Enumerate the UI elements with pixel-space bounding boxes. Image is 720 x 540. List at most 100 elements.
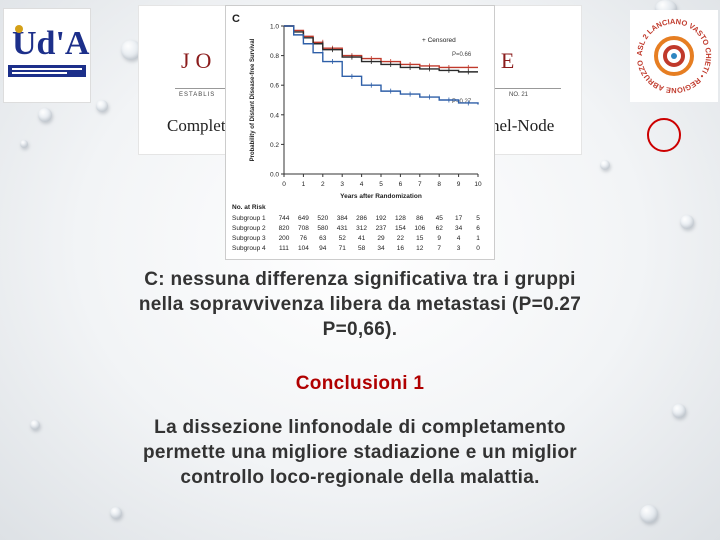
university-logo: Ud'A	[3, 8, 91, 103]
risk-cell: 4	[457, 235, 461, 242]
risk-cell: 15	[416, 235, 424, 242]
risk-cell: 520	[317, 215, 328, 222]
risk-cell: 7	[437, 245, 441, 252]
risk-cell: 58	[358, 245, 366, 252]
risk-cell: 41	[358, 235, 366, 242]
x-tick-label: 4	[360, 181, 364, 188]
p-value-label: P=0.27	[452, 99, 472, 105]
conclusion-line: permette una migliore stadiazione e un m…	[143, 442, 577, 463]
survival-curve	[284, 25, 479, 105]
water-drop	[38, 108, 52, 122]
y-tick-label: 0.8	[270, 53, 279, 60]
water-drop	[640, 505, 658, 523]
risk-cell: 128	[395, 215, 406, 222]
x-axis-label: Years after Randomization	[340, 193, 422, 200]
risk-cell: 12	[416, 245, 424, 252]
x-tick-label: 2	[321, 181, 325, 188]
x-tick-label: 6	[399, 181, 403, 188]
water-drop	[600, 160, 610, 170]
x-tick-label: 10	[474, 181, 482, 188]
risk-cell: 104	[298, 245, 309, 252]
x-tick-label: 8	[437, 181, 441, 188]
risk-cell: 62	[436, 225, 444, 232]
risk-cell: 820	[279, 225, 290, 232]
result-line: nella sopravvivenza libera da metastasi …	[138, 294, 582, 315]
risk-cell: 3	[457, 245, 461, 252]
risk-row-label: Subgroup 1	[232, 215, 266, 222]
survival-chart: C 0.0 0.2 0.4 0.6 0.8 1.0 0 1 2 3 4 5 6 7 8 9 10 Years aft…	[225, 5, 495, 260]
risk-cell: 200	[279, 235, 290, 242]
risk-cell: 5	[476, 215, 480, 222]
conclusion-line: La dissezione linfonodale di completamen…	[154, 417, 566, 438]
risk-cell: 71	[339, 245, 347, 252]
established-label: ESTABLIS	[179, 92, 216, 98]
x-tick-label: 1	[302, 181, 306, 188]
risk-row-label: Subgroup 3	[232, 235, 266, 242]
water-drop	[30, 420, 40, 430]
risk-cell: 384	[337, 215, 348, 222]
conclusion-heading: Conclusioni 1	[295, 373, 425, 394]
risk-cell: 106	[414, 225, 425, 232]
risk-cell: 744	[279, 215, 290, 222]
y-tick-label: 1.0	[270, 24, 279, 31]
risk-cell: 63	[319, 235, 327, 242]
risk-cell: 111	[279, 245, 289, 252]
conclusion-text: La dissezione linfonodale di completamen…	[60, 415, 660, 490]
risk-cell: 34	[455, 225, 463, 232]
x-tick-label: 5	[379, 181, 383, 188]
panel-label: C	[232, 13, 240, 25]
university-logo-text: Ud'A	[12, 25, 90, 62]
x-tick-label: 7	[418, 181, 422, 188]
risk-cell: 16	[397, 245, 405, 252]
water-drop	[680, 215, 694, 229]
risk-cell: 22	[397, 235, 405, 242]
y-tick-label: 0.6	[270, 83, 279, 90]
risk-cell: 17	[455, 215, 463, 222]
risk-cell: 237	[376, 225, 387, 232]
risk-cell: 86	[416, 215, 424, 222]
article-title-left: Complet	[167, 116, 226, 135]
risk-table-title: No. at Risk	[232, 204, 266, 211]
article-title-right: hel-Node	[491, 116, 555, 135]
risk-cell: 45	[436, 215, 444, 222]
result-line: P=0,66).	[322, 319, 398, 340]
y-tick-label: 0.4	[270, 112, 279, 119]
x-tick-label: 9	[457, 181, 461, 188]
risk-cell: 29	[377, 235, 385, 242]
x-tick-label: 0	[282, 181, 286, 188]
water-drop	[110, 507, 122, 519]
asl-logo-graphic: ASL 2 LANCIANO VASTO CHIETI • REGIONE AB…	[635, 17, 713, 95]
result-text: C: nessuna differenza significativa tra …	[60, 267, 660, 342]
conclusion-line: controllo loco-regionale della malattia.	[180, 467, 540, 488]
risk-cell: 649	[298, 215, 309, 222]
y-tick-label: 0.2	[270, 142, 279, 149]
risk-cell: 9	[437, 235, 441, 242]
result-line: C: nessuna differenza significativa tra …	[144, 269, 576, 290]
risk-cell: 580	[317, 225, 328, 232]
issue-label: NO. 21	[509, 92, 529, 98]
risk-cell: 1	[476, 235, 480, 242]
risk-cell: 0	[476, 245, 480, 252]
risk-cell: 6	[476, 225, 480, 232]
risk-cell: 286	[356, 215, 367, 222]
highlight-circle	[647, 118, 681, 152]
risk-cell: 708	[298, 225, 309, 232]
risk-cell: 34	[377, 245, 385, 252]
risk-cell: 192	[376, 215, 387, 222]
water-drop	[121, 40, 141, 60]
risk-cell: 94	[319, 245, 327, 252]
risk-cell: 312	[356, 225, 367, 232]
risk-cell: 76	[300, 235, 308, 242]
journal-name-left: JO	[181, 48, 218, 73]
risk-cell: 52	[339, 235, 347, 242]
university-logo-graphic: Ud'A	[8, 25, 90, 77]
water-drop	[20, 140, 28, 148]
p-value-label: P=0.66	[452, 52, 472, 58]
risk-row-label: Subgroup 2	[232, 225, 266, 232]
y-tick-label: 0.0	[270, 172, 279, 179]
risk-cell: 431	[337, 225, 348, 232]
water-drop	[96, 100, 108, 112]
y-axis-label: Probability of Distant Disease-free Surv…	[250, 38, 256, 161]
asl-logo: ASL 2 LANCIANO VASTO CHIETI • REGIONE AB…	[630, 10, 718, 102]
